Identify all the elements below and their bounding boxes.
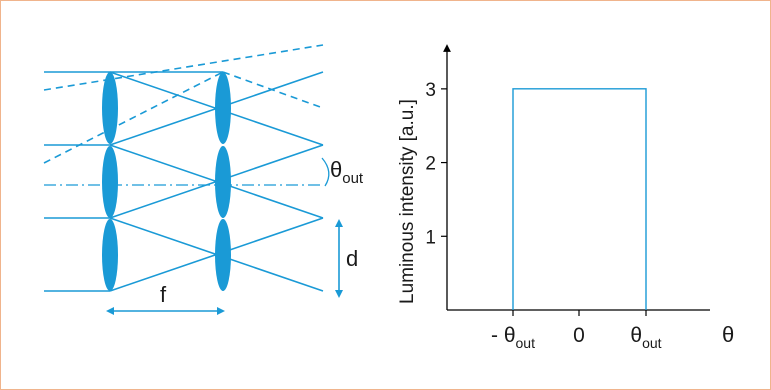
lens-right-1 xyxy=(215,72,231,144)
x-tick-label: 0 xyxy=(573,324,585,347)
lens-array xyxy=(102,72,231,291)
x-tick-label: - θout xyxy=(491,324,535,351)
lens-left-1 xyxy=(102,72,118,144)
y-tick-label: 3 xyxy=(425,80,436,101)
incoming-rays xyxy=(44,71,110,292)
y-tick-label: 2 xyxy=(425,154,436,175)
x-tick-label: θout xyxy=(630,324,661,351)
angle-arc xyxy=(321,157,330,187)
y-axis-label: Luminous intensity [a.u.] xyxy=(397,99,418,304)
lens-left-3 xyxy=(102,219,118,291)
lens-left-2 xyxy=(102,146,118,218)
y-tick-label: 1 xyxy=(425,227,436,248)
x-axis-label: θ xyxy=(722,322,734,347)
intensity-curve xyxy=(512,88,647,310)
intensity-chart: 1 2 3 - θout 0 θout Luminous intensity [a.u.… xyxy=(397,44,734,351)
microlens-diagram xyxy=(43,44,343,315)
x-ticks: - θout 0 θout xyxy=(491,310,662,351)
angle-label: θout xyxy=(330,157,364,187)
focal-label: f xyxy=(160,282,167,307)
pitch-label: d xyxy=(346,246,358,271)
lens-right-3 xyxy=(215,219,231,291)
dashed-rays xyxy=(43,44,324,164)
y-ticks: 1 2 3 xyxy=(425,80,447,248)
lens-right-2 xyxy=(215,146,231,218)
